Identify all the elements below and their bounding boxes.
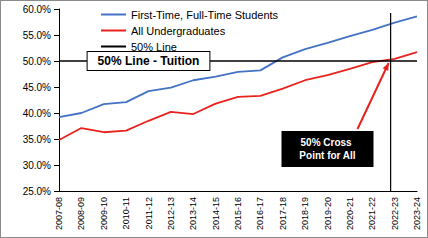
svg-text:2014-15: 2014-15 (211, 197, 221, 230)
svg-text:First-Time, Full-Time Students: First-Time, Full-Time Students (131, 9, 279, 21)
svg-text:2021-22: 2021-22 (367, 197, 377, 230)
svg-text:2007-08: 2007-08 (54, 197, 64, 230)
svg-text:50.0%: 50.0% (23, 56, 51, 67)
svg-text:2011-12: 2011-12 (144, 197, 154, 229)
svg-text:2012-13: 2012-13 (166, 197, 176, 230)
svg-text:35.0%: 35.0% (23, 134, 51, 145)
svg-text:2010-11: 2010-11 (121, 197, 131, 229)
svg-text:2017-18: 2017-18 (278, 197, 288, 230)
svg-text:30.0%: 30.0% (23, 160, 51, 171)
svg-text:50% Line: 50% Line (131, 41, 177, 53)
svg-text:2016-17: 2016-17 (255, 197, 265, 230)
svg-text:25.0%: 25.0% (23, 186, 51, 197)
svg-text:2018-19: 2018-19 (300, 197, 310, 230)
svg-text:2022-23: 2022-23 (390, 197, 400, 230)
svg-text:All Undergraduates: All Undergraduates (131, 25, 226, 37)
svg-text:60.0%: 60.0% (23, 4, 51, 15)
svg-text:2023-24: 2023-24 (412, 197, 422, 230)
svg-text:2020-21: 2020-21 (345, 197, 355, 230)
svg-text:2009-10: 2009-10 (99, 197, 109, 230)
svg-text:40.0%: 40.0% (23, 108, 51, 119)
svg-text:2015-16: 2015-16 (233, 197, 243, 230)
svg-text:Point for All: Point for All (299, 150, 356, 161)
svg-text:45.0%: 45.0% (23, 82, 51, 93)
svg-text:2019-20: 2019-20 (323, 197, 333, 230)
svg-text:55.0%: 55.0% (23, 30, 51, 41)
svg-text:2008-09: 2008-09 (76, 197, 86, 230)
svg-text:50% Cross: 50% Cross (301, 137, 355, 148)
svg-text:2013-14: 2013-14 (188, 197, 198, 230)
svg-text:50% Line - Tuition: 50% Line - Tuition (98, 54, 200, 68)
